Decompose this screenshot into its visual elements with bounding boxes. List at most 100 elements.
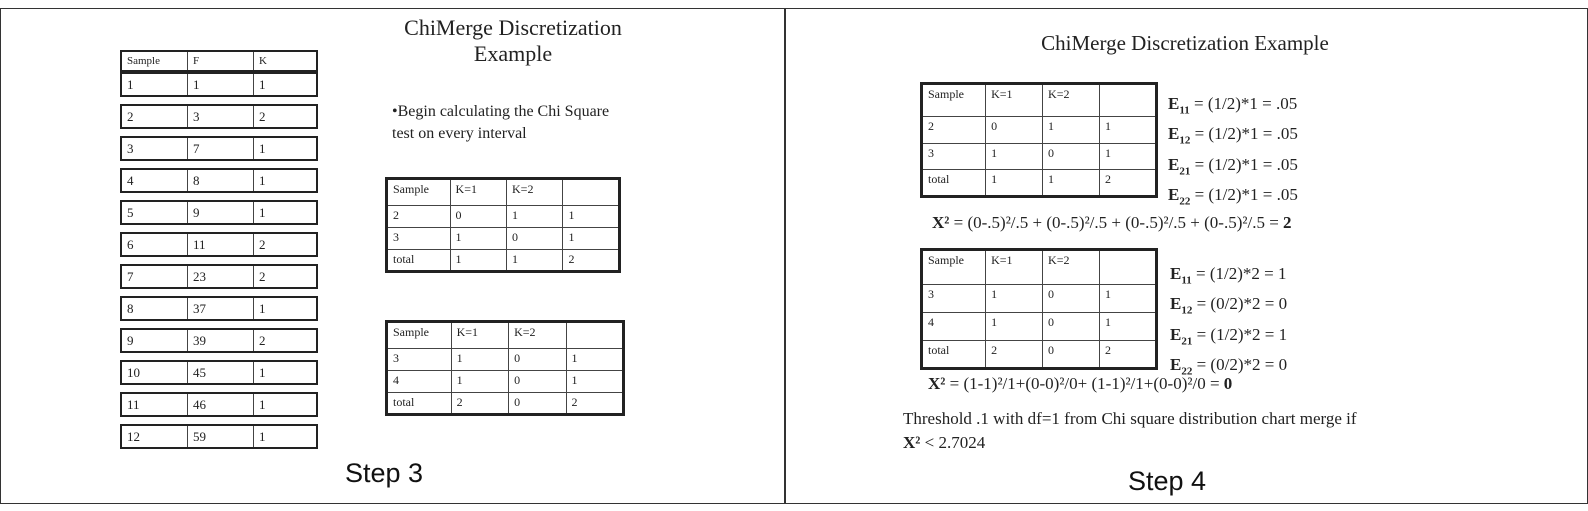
table-cell: 2 xyxy=(259,237,266,252)
table-cell: F xyxy=(188,52,254,70)
table-cell: 2 xyxy=(122,106,188,127)
table-cell: 1 xyxy=(259,141,266,156)
table-row: total 1 1 2 xyxy=(386,249,620,272)
table-cell: 7 xyxy=(122,266,188,287)
table-cell: 1 xyxy=(259,397,266,412)
table-cell: 2 xyxy=(1099,169,1157,197)
table-cell: 0 xyxy=(508,370,567,393)
table-cell: 11 xyxy=(122,394,188,415)
table-cell: 45 xyxy=(188,362,254,383)
table-header-row: Sample K=1 K=2 xyxy=(386,178,620,206)
expected-value-equation: E12 = (1/2)*1 = .05 xyxy=(1168,122,1298,152)
table-cell: 3 xyxy=(386,348,452,371)
table-cell: 1 xyxy=(449,227,508,250)
chi-symbol: X² xyxy=(928,374,946,393)
chi-result: 0 xyxy=(1223,374,1233,393)
table-cell: K=1 xyxy=(450,321,510,349)
table-cell: 6 xyxy=(122,234,188,255)
e-expression: = (1/2)*1 = .05 xyxy=(1189,94,1298,113)
table-cell: Sample xyxy=(920,83,987,117)
table-cell: 2 xyxy=(450,392,510,415)
table-cell: 5 xyxy=(122,202,188,223)
table-cell: 9 xyxy=(122,330,188,351)
e-symbol: E21 xyxy=(1168,154,1191,178)
table-row: 8 37 1 xyxy=(120,296,318,321)
e-expression: = (1/2)*1 = .05 xyxy=(1190,154,1298,174)
table-cell: 1 xyxy=(1099,115,1157,144)
table-cell: 2 xyxy=(259,109,266,124)
table-cell: 1 xyxy=(506,205,564,228)
expected-value-equation: E11 = (1/2)*2 = 1 xyxy=(1170,262,1287,292)
table-cell: 2 xyxy=(920,115,987,144)
table-cell: 37 xyxy=(188,298,254,319)
table-row: 10 45 1 xyxy=(120,360,318,385)
table-row: 9 39 2 xyxy=(120,328,318,353)
table-cell: 46 xyxy=(188,394,254,415)
threshold-line-2: X² < 2.7024 xyxy=(903,431,1357,455)
table-cell: 3 xyxy=(920,283,987,313)
chi-expression: = (0-.5)²/.5 + (0-.5)²/.5 + (0-.5)²/.5 +… xyxy=(949,213,1284,232)
table-cell: K=1 xyxy=(449,178,508,206)
table-row: total 2 0 2 xyxy=(920,339,1157,370)
table-cell: 4 xyxy=(122,170,188,191)
table-header-row: Sample K=1 K=2 xyxy=(386,321,625,349)
e-expression: = (1/2)*2 = 1 xyxy=(1191,264,1287,283)
table-cell: 1 xyxy=(565,370,625,393)
expected-value-equation: E21 = (1/2)*2 = 1 xyxy=(1170,323,1287,353)
table-cell: 12 xyxy=(122,426,188,447)
table-cell: 59 xyxy=(188,426,254,447)
table-cell: 1 xyxy=(259,205,266,220)
e-symbol: E11 xyxy=(1170,264,1192,287)
table-cell: 10 xyxy=(122,362,188,383)
table-cell: 2 xyxy=(565,392,625,415)
title-line-1: ChiMerge Discretization xyxy=(404,15,622,40)
table-cell: 1 xyxy=(985,283,1044,313)
interval-table-2-3: Sample K=1 K=2 2 0 1 1 3 1 0 1 total 1 1 2 xyxy=(920,82,1158,198)
table-cell: 0 xyxy=(985,115,1044,144)
table-cell xyxy=(562,178,620,206)
table-cell: 1 xyxy=(1099,311,1157,341)
expected-value-equation: E12 = (0/2)*2 = 0 xyxy=(1170,292,1287,322)
table-row: 11 46 1 xyxy=(120,392,318,417)
chi-result: 2 xyxy=(1283,213,1292,232)
table-cell: 1 xyxy=(985,311,1044,341)
chi-square-1: X² = (0-.5)²/.5 + (0-.5)²/.5 + (0-.5)²/.… xyxy=(932,213,1292,233)
slide-title: ChiMerge Discretization Example xyxy=(380,15,646,67)
table-cell: 1 xyxy=(450,370,510,393)
table-cell: 1 xyxy=(122,74,188,95)
table-cell: Sample xyxy=(386,321,452,349)
table-cell: 39 xyxy=(188,330,254,351)
table-cell: 3 xyxy=(188,106,254,127)
e-expression: = (0/2)*2 = 0 xyxy=(1192,294,1288,314)
e-expression: = (1/2)*1 = .05 xyxy=(1190,185,1298,205)
table-cell: 1 xyxy=(259,301,266,316)
table-cell: 3 xyxy=(122,138,188,159)
table-cell: 1 xyxy=(259,173,266,188)
table-cell: 23 xyxy=(188,266,254,287)
table-header-row: Sample F K xyxy=(120,50,318,72)
table-cell: 1 xyxy=(562,205,620,228)
table-cell: Sample xyxy=(122,52,188,70)
table-row: 12 59 1 xyxy=(120,424,318,449)
table-cell: 1 xyxy=(1099,283,1157,313)
table-cell: 8 xyxy=(122,298,188,319)
slide-title: ChiMerge Discretization Example xyxy=(1041,31,1329,55)
table-cell: 4 xyxy=(386,370,452,393)
interval-table-3-4: Sample K=1 K=2 3 1 0 1 4 1 0 1 total 2 0 2 xyxy=(385,320,625,416)
e-expression: = (0/2)*2 = 0 xyxy=(1192,355,1288,375)
table-cell: 1 xyxy=(188,74,254,95)
table-cell: 0 xyxy=(1042,339,1101,370)
bullet-text: •Begin calculating the Chi Square test o… xyxy=(392,103,610,142)
table-cell: 2 xyxy=(259,333,266,348)
table-cell: 11 xyxy=(188,234,254,255)
table-cell: 0 xyxy=(508,348,567,371)
table-cell: Sample xyxy=(920,249,987,285)
